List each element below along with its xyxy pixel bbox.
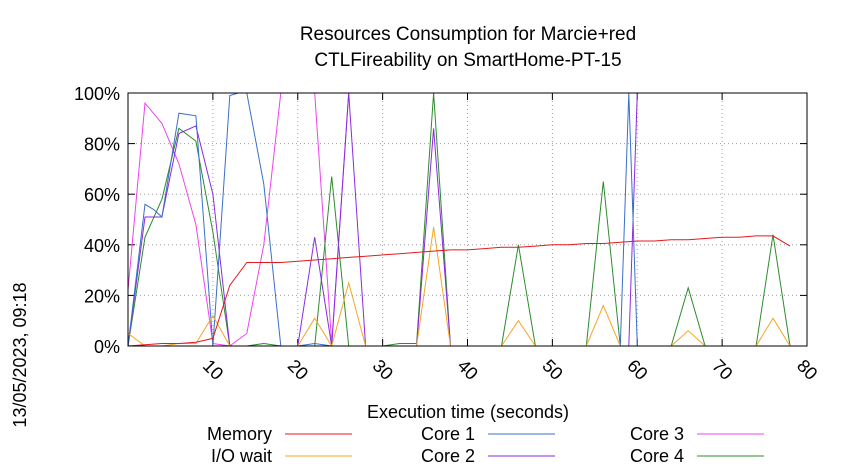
x-tick-label: 40 (454, 356, 482, 384)
legend-label: Core 1 (421, 424, 475, 444)
x-axis-label: Execution time (seconds) (367, 402, 569, 422)
y-tick-label: 60% (84, 185, 120, 205)
timestamp-label: 13/05/2023, 09:18 (10, 282, 30, 427)
y-tick-labels: 0% 20% 40% 60% 80% 100% (74, 84, 120, 357)
legend-label: Memory (207, 424, 272, 444)
x-tick-labels: 10 20 30 40 50 60 70 80 (199, 356, 821, 384)
legend-label: I/O wait (211, 446, 272, 466)
grid-lines (128, 92, 808, 347)
legend-entry-core-3: Core 3 (630, 424, 764, 444)
chart-title-line-2: CTLFireability on SmartHome-PT-15 (314, 50, 621, 71)
x-tick-label: 80 (793, 356, 821, 384)
x-tick-label: 60 (623, 356, 651, 384)
legend-label: Core 4 (630, 446, 684, 466)
y-tick-label: 100% (74, 84, 120, 104)
series-line-memory (127, 235, 791, 347)
y-tick-label: 40% (84, 236, 120, 256)
legend-entry-core-4: Core 4 (630, 446, 764, 466)
chart-title-line-1: Resources Consumption for Marcie+red (300, 24, 636, 45)
plot-frame (127, 92, 808, 347)
legend-entry-core-2: Core 2 (421, 446, 555, 466)
series-line-core-1 (127, 92, 790, 347)
series-layer (127, 92, 791, 348)
y-tick-label: 20% (84, 286, 120, 306)
legend-entry-core-1: Core 1 (421, 424, 555, 444)
legend-entry-memory: Memory (207, 424, 352, 444)
x-tick-label: 30 (369, 356, 397, 384)
y-tick-label: 80% (84, 135, 120, 155)
legend-entry-i-o-wait: I/O wait (211, 446, 352, 466)
x-tick-label: 50 (538, 356, 566, 384)
y-tick-label: 0% (94, 337, 120, 357)
legend-label: Core 3 (630, 424, 684, 444)
x-tick-label: 20 (284, 356, 312, 384)
x-tick-label: 10 (199, 356, 227, 384)
x-tick-label: 70 (708, 356, 736, 384)
legend-label: Core 2 (421, 446, 475, 466)
